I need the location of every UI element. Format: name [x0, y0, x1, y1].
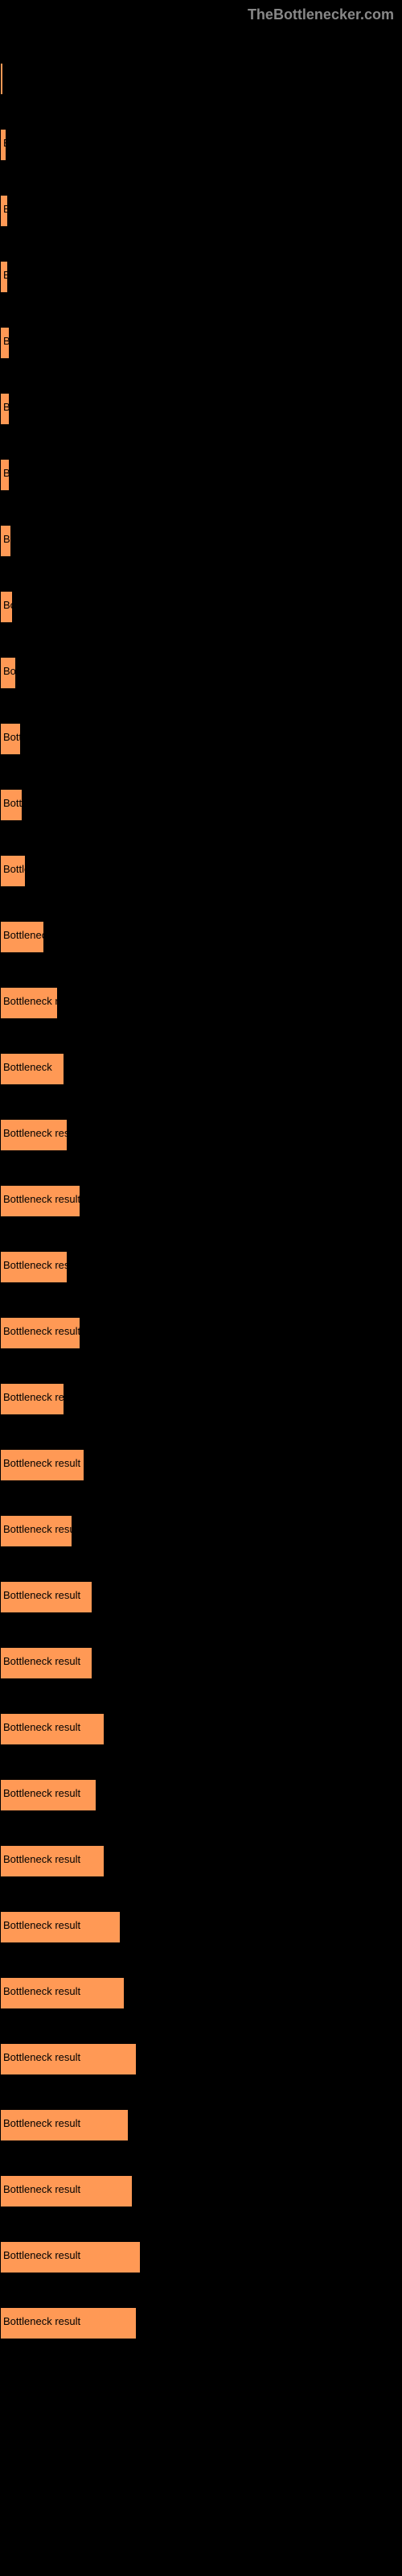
bar-row: Bottleneck result — [0, 1897, 402, 1945]
bar-row: Bottleneck result — [0, 1831, 402, 1879]
bar-label: Bottleneck result — [3, 1787, 80, 1799]
bar-label: Bottleneck result — [3, 1853, 80, 1865]
bar-label: Bottleneck result — [3, 1919, 80, 1931]
bar-row: Bott — [0, 774, 402, 823]
bar-row: Bottleneck result — [0, 1699, 402, 1747]
bar-row: B — [0, 378, 402, 427]
bar-label: Bottleneck result — [3, 1127, 71, 1139]
bar-row: Bottleneck result — [0, 2227, 402, 2275]
bar-label: Bottleneck result — [3, 1655, 80, 1667]
bar-row: B — [0, 114, 402, 163]
bar — [0, 63, 3, 95]
bar-label: Bottleneck result — [3, 1721, 80, 1733]
bar-row: Bottleneck result — [0, 2161, 402, 2209]
bar-label: Bott — [3, 731, 22, 743]
bar-row: B — [0, 312, 402, 361]
bar-label: Bo — [3, 599, 16, 611]
bar-row: Bottleneck result — [0, 1435, 402, 1483]
bar-label: Bottleneck result — [3, 2051, 80, 2063]
bar-row: Bottleneck result — [0, 1302, 402, 1351]
bar-row: Bottleneck result — [0, 1633, 402, 1681]
bar-label: Bottleneck result — [3, 1193, 80, 1205]
bar-row: B — [0, 180, 402, 229]
bar-label: Bottleneck result — [3, 2249, 80, 2261]
bar-label: Bottleneck res — [3, 995, 61, 1007]
bar-row: Bottleneck result — [0, 2095, 402, 2143]
bar-label: Bottleneck result — [3, 1457, 80, 1469]
bar-label: Bo — [3, 665, 16, 677]
bar-row: Bottleneck result — [0, 2293, 402, 2341]
bar-row: Bottleneck result — [0, 1765, 402, 1813]
watermark-text: TheBottlenecker.com — [248, 6, 394, 23]
bar-label: B — [3, 269, 10, 281]
bar-label: Bottle — [3, 863, 29, 875]
bar-row: Bottleneck result — [0, 1963, 402, 2011]
bar-row: Bo — [0, 510, 402, 559]
bar-label: B — [3, 335, 10, 347]
bar-label: Bottleneck result — [3, 1589, 80, 1601]
bar-chart: B B B B B B Bo Bo Bo Bott Bott Bottle Bottleneck Bott… — [0, 0, 402, 2341]
bar-row: Bottleneck — [0, 906, 402, 955]
bar-label: Bottleneck result — [3, 2315, 80, 2327]
bar-row: Bottleneck resu — [0, 1501, 402, 1549]
bar-row: Bottleneck res — [0, 972, 402, 1021]
bar-label: Bottleneck resu — [3, 1523, 76, 1535]
bar-row: Bottleneck result — [0, 1567, 402, 1615]
bar-label: B — [3, 137, 10, 149]
bar-label: Bottleneck result — [3, 2117, 80, 2129]
bar-row: Bottleneck result — [0, 2029, 402, 2077]
bar-label: Bottleneck result — [3, 1985, 80, 1997]
bar-label: Bottleneck result — [3, 2183, 80, 2195]
bar-row: B — [0, 246, 402, 295]
bar-row: Bottleneck result — [0, 1104, 402, 1153]
bar-label: B — [3, 203, 10, 215]
bar-label: B — [3, 401, 10, 413]
bar-row: Bottle — [0, 840, 402, 889]
bar-row: Bottleneck — [0, 1038, 402, 1087]
bar-label: Bottleneck result — [3, 1325, 80, 1337]
bar-row: Bo — [0, 576, 402, 625]
bar-label: Bottleneck re — [3, 1391, 64, 1403]
bar-label: Bo — [3, 533, 14, 545]
bar-label: B — [3, 467, 10, 479]
bar-label: Bottleneck resu — [3, 1259, 71, 1271]
bar-label: Bott — [3, 797, 22, 809]
bar-row — [0, 48, 402, 97]
bar-row: Bott — [0, 708, 402, 757]
bar-row: Bo — [0, 642, 402, 691]
bar-label: Bottleneck — [3, 1061, 52, 1073]
bar-label: Bottleneck — [3, 929, 47, 941]
bar-row: Bottleneck result — [0, 1170, 402, 1219]
bar-row: B — [0, 444, 402, 493]
bar-row: Bottleneck re — [0, 1368, 402, 1417]
bar-row: Bottleneck resu — [0, 1236, 402, 1285]
